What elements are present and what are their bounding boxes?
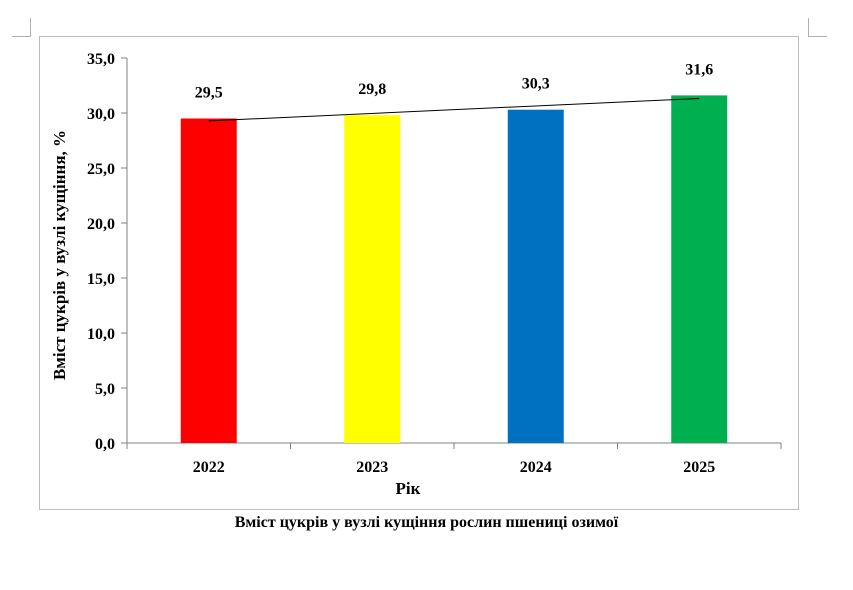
x-axis-label: Рік	[396, 479, 421, 498]
page-corner-mark-right	[808, 18, 827, 37]
y-tick-label: 5,0	[95, 381, 115, 398]
x-tick-label: 2022	[193, 459, 225, 476]
bar-2025	[671, 95, 728, 444]
bar-2022	[180, 118, 237, 443]
trendline	[208, 97, 700, 122]
chart-labels: 2022 29,5 2023 29,8 2024 30,3 2025 31,6	[193, 61, 716, 476]
y-tick-label: 30,0	[87, 106, 115, 123]
y-tick-label: 0,0	[95, 436, 115, 453]
y-axis-label: Вміст цукрів у вузлі кущіння, %	[50, 130, 69, 380]
bar-2024	[507, 109, 564, 443]
y-tick-label: 20,0	[87, 216, 115, 233]
data-label: 30,3	[522, 76, 550, 93]
data-label: 31,6	[685, 61, 713, 78]
y-tick-label: 10,0	[87, 326, 115, 343]
chart-caption: Вміст цукрів у вузлі кущіння рослин пшен…	[234, 514, 619, 531]
bar-2023	[344, 115, 401, 443]
chart-bars	[180, 95, 728, 444]
x-tick-label: 2025	[683, 459, 715, 476]
x-tick-label: 2023	[356, 459, 388, 476]
data-label: 29,5	[195, 85, 223, 102]
chart-frame	[39, 36, 799, 510]
y-tick-label: 35,0	[87, 51, 115, 68]
x-tick-label: 2024	[520, 459, 552, 476]
chart-trendline	[208, 97, 700, 122]
page-corner-mark-left	[12, 18, 31, 37]
y-tick-label: 25,0	[87, 161, 115, 178]
data-label: 29,8	[358, 81, 386, 98]
y-tick-label: 15,0	[87, 271, 115, 288]
